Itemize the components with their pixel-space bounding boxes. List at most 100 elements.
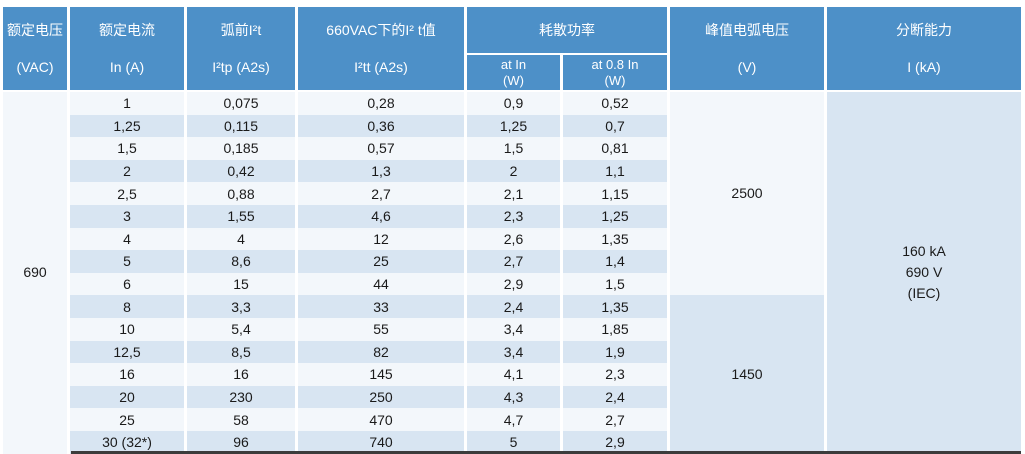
cell-i2tt: 0,36 [298, 114, 467, 138]
cell-in: 1,5 [70, 137, 187, 160]
header-rated-voltage-line1: 额定电压 [7, 21, 63, 38]
cell-i2tt: 1,3 [298, 159, 467, 183]
cell-peak-arc-voltage-group1: 2500 [670, 92, 827, 296]
cell-i2tp: 4 [187, 227, 298, 251]
cell-i2tp: 230 [187, 385, 298, 409]
header-i2t-660vac-line1: 660VAC下的I² t值 [326, 21, 436, 38]
cell-peak-arc-voltage-group2: 1450 [670, 295, 827, 454]
cell-i2tt: 2,7 [298, 182, 467, 205]
cell-power-at-08in: 2,9 [563, 430, 670, 454]
cell-power-at-08in: 0,81 [563, 137, 670, 160]
header-power-at-08in: at 0.8 In (W) [563, 55, 670, 92]
cell-i2tp: 16 [187, 363, 298, 386]
header-power-at-08in-line1: at 0.8 In [591, 57, 639, 72]
header-power-at-in-line1: at In [500, 57, 527, 72]
cell-power-at-in: 4,1 [467, 363, 563, 386]
cell-power-at-in: 1,25 [467, 114, 563, 138]
spec-table: 额定电压 (VAC) 额定电流 In (A) 弧前I²t I²tp (A2s) … [3, 7, 1021, 454]
cell-power-at-in: 3,4 [467, 340, 563, 364]
cell-power-at-08in: 1,1 [563, 159, 670, 183]
cell-power-at-08in: 2,7 [563, 408, 670, 431]
cell-in: 3 [70, 204, 187, 228]
header-i2t-660vac-unit: I²tt (A2s) [354, 58, 408, 75]
cell-i2tp: 5,4 [187, 317, 298, 341]
header-power-dissipation-title: 耗散功率 [539, 21, 595, 38]
cell-i2tt: 25 [298, 250, 467, 273]
cell-power-at-08in: 1,35 [563, 295, 670, 318]
header-rated-voltage-unit: (VAC) [16, 58, 54, 75]
header-power-at-08in-unit: (W) [604, 73, 626, 88]
header-rated-voltage: 额定电压 (VAC) [3, 7, 70, 92]
cell-in: 1,25 [70, 114, 187, 138]
header-rated-current-line1: 额定电流 [99, 21, 155, 38]
cell-in: 2 [70, 159, 187, 183]
header-peak-arc-voltage-unit: (V) [737, 58, 757, 75]
cell-power-at-in: 2,9 [467, 272, 563, 296]
cell-i2tt: 0,57 [298, 137, 467, 160]
cell-i2tp: 8,5 [187, 340, 298, 364]
cell-i2tp: 1,55 [187, 204, 298, 228]
header-power-at-in-unit: (W) [503, 73, 524, 88]
cell-i2tt: 0,28 [298, 92, 467, 115]
cell-in: 6 [70, 272, 187, 296]
cell-i2tp: 0,075 [187, 92, 298, 115]
cell-i2tp: 96 [187, 430, 298, 454]
breaking-capacity-voltage: 690 V [905, 264, 943, 281]
header-breaking-capacity: 分断能力 I (kA) [827, 7, 1021, 92]
cell-power-at-in: 2,4 [467, 295, 563, 318]
header-rated-current: 额定电流 In (A) [70, 7, 187, 92]
cell-in: 4 [70, 227, 187, 251]
cell-i2tt: 44 [298, 272, 467, 296]
cell-power-at-in: 2,7 [467, 250, 563, 273]
cell-i2tp: 0,115 [187, 114, 298, 138]
cell-i2tt: 145 [298, 363, 467, 386]
cell-power-at-08in: 0,52 [563, 92, 670, 115]
header-rated-current-unit: In (A) [109, 58, 145, 75]
cell-in: 12,5 [70, 340, 187, 364]
cell-i2tp: 0,42 [187, 159, 298, 183]
header-peak-arc-voltage-line1: 峰值电弧电压 [705, 21, 789, 38]
header-prearc-i2t: 弧前I²t I²tp (A2s) [187, 7, 298, 92]
cell-power-at-08in: 1,9 [563, 340, 670, 364]
cell-in: 25 [70, 408, 187, 431]
cell-in: 10 [70, 317, 187, 341]
cell-power-at-in: 2 [467, 159, 563, 183]
cell-power-at-in: 1,5 [467, 137, 563, 160]
header-i2t-660vac: 660VAC下的I² t值 I²tt (A2s) [298, 7, 467, 92]
cell-power-at-08in: 2,4 [563, 385, 670, 409]
cell-power-at-08in: 1,5 [563, 272, 670, 296]
cell-power-at-08in: 1,4 [563, 250, 670, 273]
cell-i2tp: 8,6 [187, 250, 298, 273]
cell-i2tp: 15 [187, 272, 298, 296]
header-prearc-i2t-unit: I²tp (A2s) [212, 58, 270, 75]
header-breaking-capacity-unit: I (kA) [907, 58, 941, 75]
cell-i2tt: 33 [298, 295, 467, 318]
header-power-dissipation: 耗散功率 [467, 7, 670, 55]
cell-breaking-capacity: 160 kA 690 V (IEC) [827, 92, 1021, 454]
header-power-at-in: at In (W) [467, 55, 563, 92]
cell-in: 1 [70, 92, 187, 115]
cell-in: 16 [70, 363, 187, 386]
cell-i2tp: 58 [187, 408, 298, 431]
cell-power-at-08in: 1,35 [563, 227, 670, 251]
cell-power-at-08in: 0,7 [563, 114, 670, 138]
header-breaking-capacity-line1: 分断能力 [896, 21, 952, 38]
cell-i2tt: 470 [298, 408, 467, 431]
cell-i2tt: 55 [298, 317, 467, 341]
header-prearc-i2t-line1: 弧前I²t [220, 21, 262, 38]
cell-i2tt: 250 [298, 385, 467, 409]
header-peak-arc-voltage: 峰值电弧电压 (V) [670, 7, 827, 92]
cell-i2tp: 3,3 [187, 295, 298, 318]
cell-power-at-in: 4,3 [467, 385, 563, 409]
breaking-capacity-current: 160 kA [902, 243, 946, 260]
cell-in: 30 (32*) [70, 430, 187, 454]
cell-rated-voltage-value: 690 [3, 92, 70, 454]
cell-power-at-in: 4,7 [467, 408, 563, 431]
table-bottom-border [71, 451, 1021, 454]
cell-power-at-in: 2,1 [467, 182, 563, 205]
cell-in: 5 [70, 250, 187, 273]
cell-i2tp: 0,185 [187, 137, 298, 160]
cell-i2tt: 740 [298, 430, 467, 454]
cell-power-at-in: 5 [467, 430, 563, 454]
